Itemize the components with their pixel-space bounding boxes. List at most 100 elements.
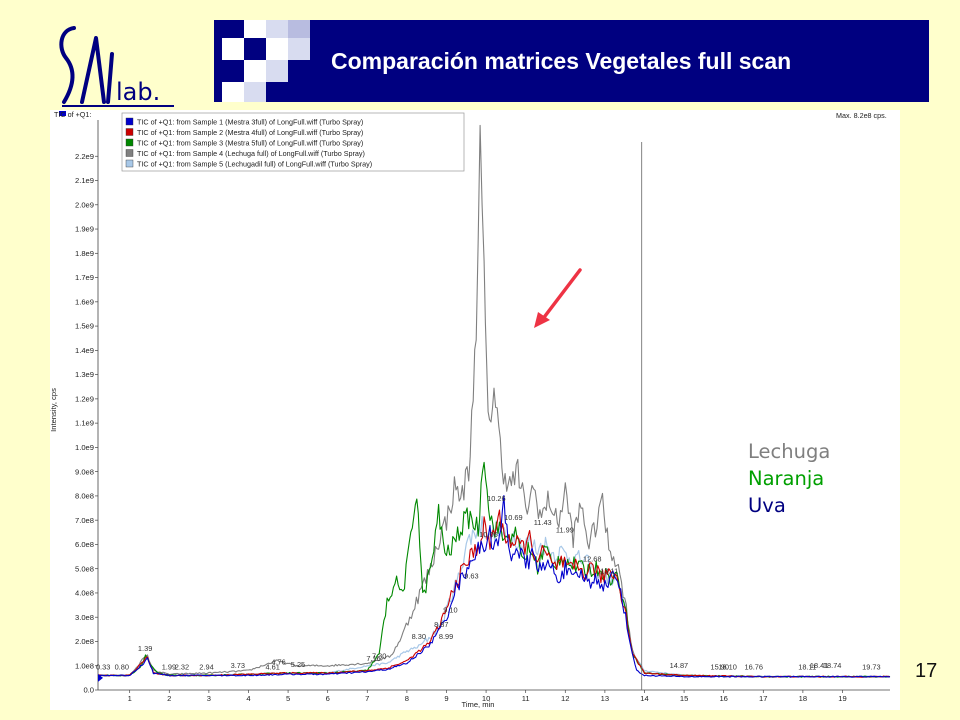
y-tick-label: 1.4e9 — [75, 346, 94, 355]
y-tick-label: 1.2e9 — [75, 394, 94, 403]
legend-entry: TIC of +Q1: from Sample 1 (Mestra 3full)… — [137, 117, 363, 126]
peak-label: 0.33 — [96, 662, 110, 671]
y-tick-label: 8.0e8 — [75, 492, 94, 501]
y-tick-label: 1.8e9 — [75, 249, 94, 258]
axes: 0.0 1.0e8 2.0e8 3.0e8 4.0e8 5.0e8 6.0e8 7.0e8 8.… — [75, 120, 890, 703]
peak-label: 10.26 — [487, 494, 506, 503]
peak-label: 5.25 — [291, 660, 305, 669]
y-tick-label: 9.0e8 — [75, 467, 94, 476]
y-tick-label: 5.0e8 — [75, 564, 94, 573]
slide-title: Comparación matrices Vegetales full scan — [331, 48, 792, 74]
chromatogram-svg: 0.0 1.0e8 2.0e8 3.0e8 4.0e8 5.0e8 6.0e8 7.0e8 8.… — [50, 110, 900, 710]
chromatogram-chart: 0.0 1.0e8 2.0e8 3.0e8 4.0e8 5.0e8 6.0e8 7.0e8 8.… — [50, 110, 900, 710]
peak-label: 14.87 — [670, 661, 689, 670]
peak-annotations: 0.33 0.80 1.39 1.992.32 2.94 3.73 4.614.76 5.25… — [96, 494, 881, 672]
legend-entry: TIC of +Q1: from Sample 3 (Mestra 5full)… — [137, 138, 363, 147]
x-tick-label: 9 — [444, 694, 448, 703]
peak-label: 11.99 — [556, 525, 574, 534]
x-tick-label: 15 — [680, 694, 688, 703]
y-tick-label: 2.1e9 — [75, 176, 94, 185]
peak-label: 2.94 — [199, 662, 213, 671]
peak-label: 8.99 — [439, 632, 453, 641]
y-tick-label: 1.6e9 — [75, 297, 94, 306]
chart-header-left: TIC of +Q1: — [54, 110, 91, 119]
peak-label: 13.11 — [600, 567, 618, 576]
x-tick-label: 11 — [522, 694, 530, 703]
peak-label: 10.06 — [479, 530, 498, 539]
x-tick-label: 4 — [246, 694, 250, 703]
peak-label: 4.61 — [265, 662, 279, 671]
legend-box — [121, 112, 465, 172]
y-tick-label: 1.5e9 — [75, 322, 94, 331]
y-tick-label: 2.0e9 — [75, 200, 94, 209]
title-decoration — [214, 20, 334, 102]
peak-label: 18.41 — [810, 661, 829, 670]
peak-label: 9.10 — [443, 605, 457, 614]
x-tick-label: 16 — [719, 694, 727, 703]
peak-label: 16.76 — [745, 662, 764, 671]
x-tick-label: 18 — [799, 694, 807, 703]
sal-lab-logo: lab. — [52, 20, 182, 110]
header-swatch — [59, 111, 66, 116]
peak-label: 9.63 — [464, 571, 478, 580]
y-tick-label: 6.0e8 — [75, 540, 94, 549]
peak-label: 7.30 — [372, 651, 386, 660]
y-tick-label: 2.2e9 — [75, 152, 94, 161]
peak-label: 2.32 — [175, 662, 189, 671]
peak-label: 12.68 — [583, 554, 602, 563]
legend-entry: TIC of +Q1: from Sample 4 (Lechuga full)… — [137, 149, 365, 158]
x-tick-label: 3 — [207, 694, 211, 703]
peak-label: 0.80 — [115, 662, 129, 671]
legend-swatch — [125, 117, 134, 126]
x-tick-label: 13 — [601, 694, 609, 703]
x-axis-label: Time, min — [461, 700, 494, 709]
x-tick-label: 19 — [838, 694, 846, 703]
series-line — [97, 494, 891, 678]
peak-label: 7.16 — [366, 654, 380, 663]
peak-label: 10.69 — [504, 513, 523, 522]
sample-key-lechuga: Lechuga — [748, 440, 831, 463]
peak-label: 11.43 — [534, 518, 552, 527]
y-tick-label: 1.7e9 — [75, 273, 94, 282]
x-tick-label: 1 — [128, 694, 132, 703]
peak-label: 18.11 — [798, 662, 816, 671]
x-tick-label: 12 — [561, 694, 569, 703]
legend-swatch — [125, 138, 134, 147]
peak-label: 16.10 — [718, 662, 737, 671]
x-tick-label: 2 — [167, 694, 171, 703]
y-tick-label: 0.0 — [83, 686, 94, 695]
y-tick-label: 2.0e8 — [75, 637, 94, 646]
legend-swatch — [125, 128, 134, 136]
legend: TIC of +Q1: from Sample 1 (Mestra 3full)… — [59, 111, 465, 172]
y-tick-label: 1.3e9 — [75, 370, 94, 379]
x-tick-label: 10 — [482, 694, 490, 703]
y-tick-label: 3.0e8 — [75, 613, 94, 622]
sample-key-naranja: Naranja — [748, 467, 825, 490]
x-tick-label: 14 — [640, 694, 648, 703]
x-tick-label: 5 — [286, 694, 290, 703]
peak-label: 4.76 — [271, 658, 285, 667]
legend-entry: TIC of +Q1: from Sample 5 (Lechugadil fu… — [137, 159, 372, 168]
legend-swatch — [125, 149, 134, 157]
peak-label: 8.87 — [434, 620, 448, 629]
y-tick-label: 4.0e8 — [75, 589, 94, 598]
x-tick-label: 17 — [759, 694, 767, 703]
y-tick-label: 1.0e9 — [75, 443, 94, 452]
svg-text:lab.: lab. — [116, 78, 160, 106]
sample-key-uva: Uva — [748, 494, 786, 517]
y-axis-label: Intensity, cps — [50, 388, 58, 432]
peak-label: 3.73 — [231, 661, 245, 670]
page-number: 17 — [915, 660, 938, 682]
peak-label: 1.99 — [162, 662, 176, 671]
peak-label: 8.30 — [412, 632, 426, 641]
sample-key: Lechuga Naranja Uva — [748, 438, 830, 519]
x-tick-label: 8 — [405, 694, 409, 703]
peak-label: 19.73 — [862, 662, 881, 671]
peak-label: 15.90 — [710, 662, 729, 671]
title-bar: Comparación matrices Vegetales full scan — [214, 20, 929, 102]
chart-header-right: Max. 8.2e8 cps. — [836, 111, 887, 120]
legend-swatch — [125, 159, 134, 168]
red-arrow-icon — [534, 268, 582, 328]
origin-marker-icon — [98, 673, 103, 682]
y-tick-label: 1.0e8 — [75, 661, 94, 670]
